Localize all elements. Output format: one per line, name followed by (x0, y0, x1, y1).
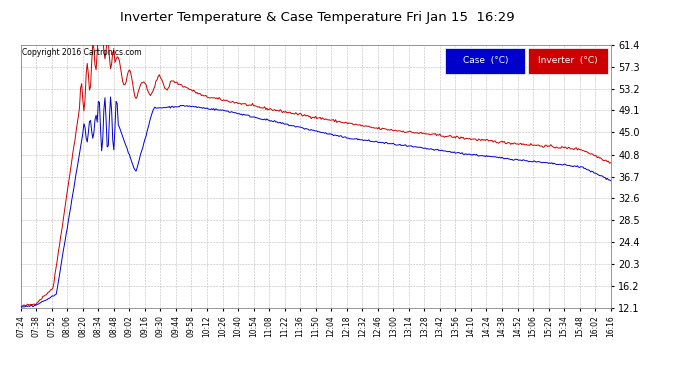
Text: Case  (°C): Case (°C) (462, 56, 508, 65)
Text: Copyright 2016 Cartronics.com: Copyright 2016 Cartronics.com (22, 48, 141, 57)
FancyBboxPatch shape (528, 48, 608, 74)
Text: Inverter  (°C): Inverter (°C) (538, 56, 598, 65)
FancyBboxPatch shape (446, 48, 525, 74)
Text: Inverter Temperature & Case Temperature Fri Jan 15  16:29: Inverter Temperature & Case Temperature … (120, 11, 515, 24)
